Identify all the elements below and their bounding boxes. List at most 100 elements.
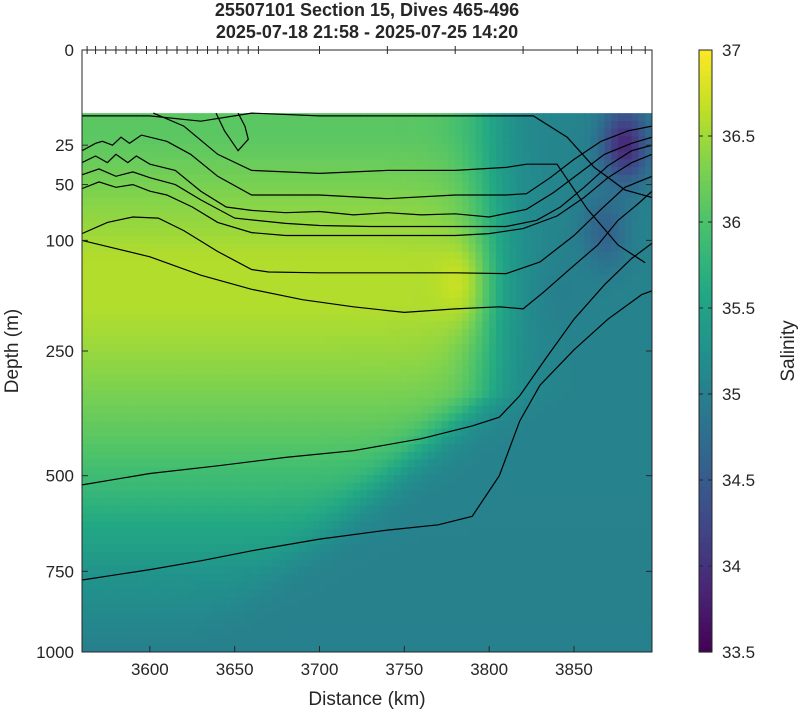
salinity-cell — [434, 551, 443, 561]
salinity-cell — [353, 490, 361, 499]
salinity-cell — [536, 405, 545, 414]
salinity-cell — [272, 120, 280, 130]
salinity-cell — [495, 120, 504, 130]
salinity-cell — [455, 344, 463, 353]
salinity-cell — [516, 274, 524, 284]
salinity-cell — [428, 621, 436, 630]
salinity-cell — [129, 251, 137, 260]
salinity-cell — [136, 613, 144, 622]
salinity-cell — [163, 244, 171, 253]
salinity-cell — [305, 559, 314, 568]
salinity-cell — [149, 113, 158, 122]
salinity-cell — [400, 621, 409, 630]
salinity-cell — [550, 590, 558, 599]
salinity-cell — [109, 451, 117, 461]
salinity-cell — [170, 444, 178, 453]
salinity-cell — [231, 282, 239, 291]
salinity-cell — [88, 128, 97, 137]
salinity-cell — [285, 428, 293, 438]
salinity-cell — [82, 636, 90, 645]
salinity-cell — [149, 236, 158, 245]
salinity-cell — [115, 143, 124, 153]
salinity-cell — [421, 444, 429, 453]
salinity-cell — [428, 351, 436, 361]
salinity-cell — [258, 274, 266, 284]
salinity-cell — [258, 413, 266, 422]
salinity-cell — [394, 382, 402, 391]
salinity-cell — [272, 282, 280, 291]
salinity-cell — [109, 151, 117, 160]
salinity-cell — [251, 143, 260, 153]
salinity-cell — [217, 244, 226, 253]
salinity-cell — [441, 359, 450, 368]
salinity-cell — [238, 490, 246, 499]
salinity-cell — [523, 551, 531, 561]
salinity-cell — [509, 113, 517, 122]
salinity-cell — [380, 159, 388, 168]
salinity-cell — [407, 482, 416, 491]
salinity-cell — [149, 551, 158, 561]
salinity-cell — [312, 644, 321, 652]
salinity-cell — [129, 490, 137, 499]
salinity-cell — [82, 205, 90, 214]
salinity-cell — [299, 490, 307, 499]
salinity-cell — [244, 451, 253, 461]
salinity-cell — [102, 174, 110, 184]
salinity-cell — [163, 344, 171, 353]
salinity-cell — [177, 267, 185, 276]
salinity-cell — [224, 143, 232, 153]
salinity-cell — [305, 636, 314, 645]
salinity-cell — [529, 613, 538, 622]
salinity-cell — [312, 575, 321, 584]
salinity-cell — [502, 644, 511, 652]
salinity-cell — [326, 428, 334, 438]
salinity-cell — [516, 498, 524, 507]
salinity-cell — [204, 136, 212, 145]
salinity-cell — [88, 474, 97, 484]
salinity-cell — [353, 559, 361, 568]
salinity-cell — [414, 421, 422, 430]
salinity-cell — [136, 159, 144, 168]
salinity-cell — [143, 528, 151, 538]
salinity-cell — [272, 536, 280, 545]
salinity-cell — [529, 551, 538, 561]
salinity-cell — [170, 182, 178, 191]
salinity-cell — [523, 490, 531, 499]
salinity-cell — [339, 282, 348, 291]
salinity-cell — [129, 236, 137, 245]
salinity-cell — [197, 167, 205, 176]
salinity-cell — [387, 405, 395, 414]
salinity-cell — [394, 220, 402, 230]
salinity-cell — [380, 413, 388, 422]
salinity-cell — [441, 598, 450, 607]
salinity-cell — [360, 336, 368, 345]
salinity-cell — [441, 320, 450, 330]
salinity-cell — [204, 190, 212, 199]
salinity-cell — [373, 521, 382, 530]
salinity-cell — [197, 344, 205, 353]
salinity-cell — [122, 382, 131, 391]
salinity-cell — [387, 120, 395, 130]
salinity-cell — [400, 136, 409, 145]
salinity-cell — [305, 251, 314, 260]
salinity-cell — [407, 274, 416, 284]
salinity-cell — [400, 628, 409, 638]
salinity-cell — [149, 197, 158, 207]
salinity-cell — [217, 621, 226, 630]
salinity-cell — [380, 282, 388, 291]
salinity-cell — [346, 498, 355, 507]
salinity-cell — [285, 328, 293, 337]
salinity-cell — [380, 559, 388, 568]
salinity-cell — [170, 244, 178, 253]
salinity-cell — [428, 582, 436, 592]
salinity-cell — [387, 167, 395, 176]
salinity-cell — [557, 320, 565, 330]
salinity-cell — [251, 428, 260, 438]
salinity-cell — [523, 274, 531, 284]
salinity-cell — [353, 536, 361, 545]
salinity-cell — [251, 244, 260, 253]
salinity-cell — [204, 490, 212, 499]
salinity-cell — [434, 290, 443, 299]
salinity-cell — [305, 128, 314, 137]
salinity-cell — [563, 182, 572, 191]
